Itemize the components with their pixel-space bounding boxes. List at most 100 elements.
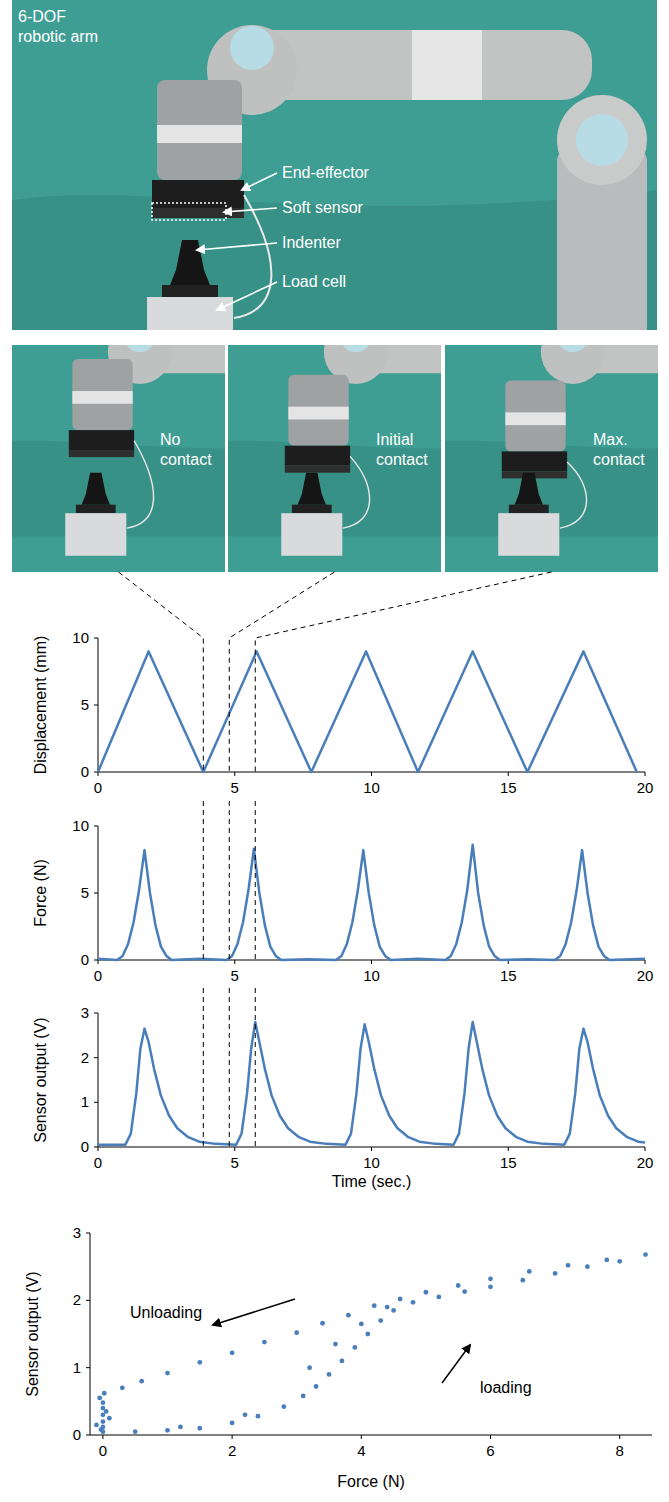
data-line	[98, 845, 645, 960]
soft-sensor	[69, 450, 134, 457]
data-point	[527, 1269, 532, 1274]
data-point	[133, 1429, 138, 1434]
data-point	[101, 1400, 106, 1405]
wrist-band	[505, 412, 565, 425]
y-axis	[98, 1013, 99, 1147]
wrist-band	[72, 391, 132, 404]
y-tick	[94, 1013, 98, 1014]
y-tick	[94, 826, 98, 827]
y-tick	[94, 638, 98, 639]
data-point	[281, 1404, 286, 1409]
joint-cap	[230, 26, 274, 70]
y-tick-label: 2	[73, 1291, 81, 1308]
x-tick-label: 6	[486, 1442, 494, 1459]
annotation-arrow	[213, 1299, 295, 1325]
data-point	[462, 1289, 467, 1294]
y-tick-label: 5	[81, 696, 89, 713]
label-arrow	[197, 243, 277, 250]
data-point	[346, 1313, 351, 1318]
data-point	[104, 1409, 109, 1414]
robot-wrist	[288, 375, 348, 446]
y-tick	[86, 1435, 90, 1436]
data-point	[102, 1391, 107, 1396]
x-axis-title: Time (sec.)	[332, 1173, 411, 1190]
x-tick-label: 5	[231, 1154, 239, 1171]
data-point	[424, 1290, 429, 1295]
data-point	[340, 1359, 345, 1364]
x-tick	[234, 960, 235, 964]
data-point	[320, 1321, 325, 1326]
frame-label: Initialcontact	[376, 431, 428, 468]
indenter-base	[76, 505, 116, 514]
end-effector	[69, 430, 134, 450]
y-tick-label: 0	[81, 763, 89, 780]
data-point	[243, 1412, 248, 1417]
indenter	[82, 473, 110, 505]
data-line	[98, 1022, 645, 1145]
x-axis	[90, 1435, 652, 1436]
cable	[343, 456, 370, 528]
data-point	[197, 1360, 202, 1365]
joint-cap	[576, 114, 628, 166]
data-point	[99, 1427, 104, 1432]
x-tick-label: 20	[637, 779, 654, 796]
x-tick	[102, 1435, 103, 1439]
load-cell	[281, 513, 342, 556]
data-point	[294, 1330, 299, 1335]
y-tick-label: 3	[81, 1004, 89, 1021]
data-point	[604, 1258, 609, 1263]
indenter-base	[292, 505, 332, 514]
frame-photo	[367, 267, 669, 622]
label-arrow	[217, 282, 277, 310]
data-point	[365, 1332, 370, 1337]
y-tick	[94, 960, 98, 961]
data-point	[314, 1384, 319, 1389]
data-point	[617, 1259, 622, 1264]
end-effector	[502, 451, 567, 471]
y-tick	[94, 1057, 98, 1058]
data-point	[197, 1426, 202, 1431]
data-point	[101, 1419, 106, 1424]
load-cell	[498, 513, 559, 556]
data-point	[643, 1252, 648, 1257]
x-tick-label: 0	[94, 967, 102, 984]
photo-label: Load cell	[282, 273, 346, 290]
y-tick	[86, 1300, 90, 1301]
data-point	[165, 1428, 170, 1433]
frame-connector	[119, 572, 204, 1147]
y-axis-title: Force (N)	[32, 859, 49, 927]
main-photo	[0, 0, 669, 450]
data-point	[120, 1385, 125, 1390]
data-point	[359, 1322, 364, 1327]
data-point	[333, 1342, 338, 1347]
robot-elbow	[541, 320, 605, 384]
y-tick	[86, 1367, 90, 1368]
end-effector	[285, 446, 350, 466]
data-point	[178, 1425, 183, 1430]
x-tick-label: 0	[94, 779, 102, 796]
backdrop	[367, 267, 669, 622]
y-tick	[94, 1147, 98, 1148]
y-tick	[94, 705, 98, 706]
x-tick-label: 2	[228, 1442, 236, 1459]
sensor-outline	[152, 203, 226, 220]
robot-wrist	[505, 380, 565, 451]
joint-cap	[340, 321, 371, 352]
x-tick	[508, 772, 509, 776]
label-line: robotic arm	[18, 28, 98, 45]
data-point	[230, 1350, 235, 1355]
x-tick	[645, 772, 646, 776]
x-tick-label: 5	[231, 779, 239, 796]
robot-elbow	[324, 320, 388, 384]
annotation-arrow	[442, 1345, 470, 1383]
y-tick-label: 2	[81, 1049, 89, 1066]
data-point	[262, 1340, 267, 1345]
x-tick-label: 15	[500, 1154, 517, 1171]
x-tick	[371, 1147, 372, 1151]
data-point	[94, 1423, 99, 1428]
frame-connector	[229, 572, 334, 1147]
data-point	[585, 1264, 590, 1269]
label-line: contact	[376, 451, 428, 468]
x-tick-label: 10	[363, 967, 380, 984]
y-tick-label: 0	[73, 1426, 81, 1443]
